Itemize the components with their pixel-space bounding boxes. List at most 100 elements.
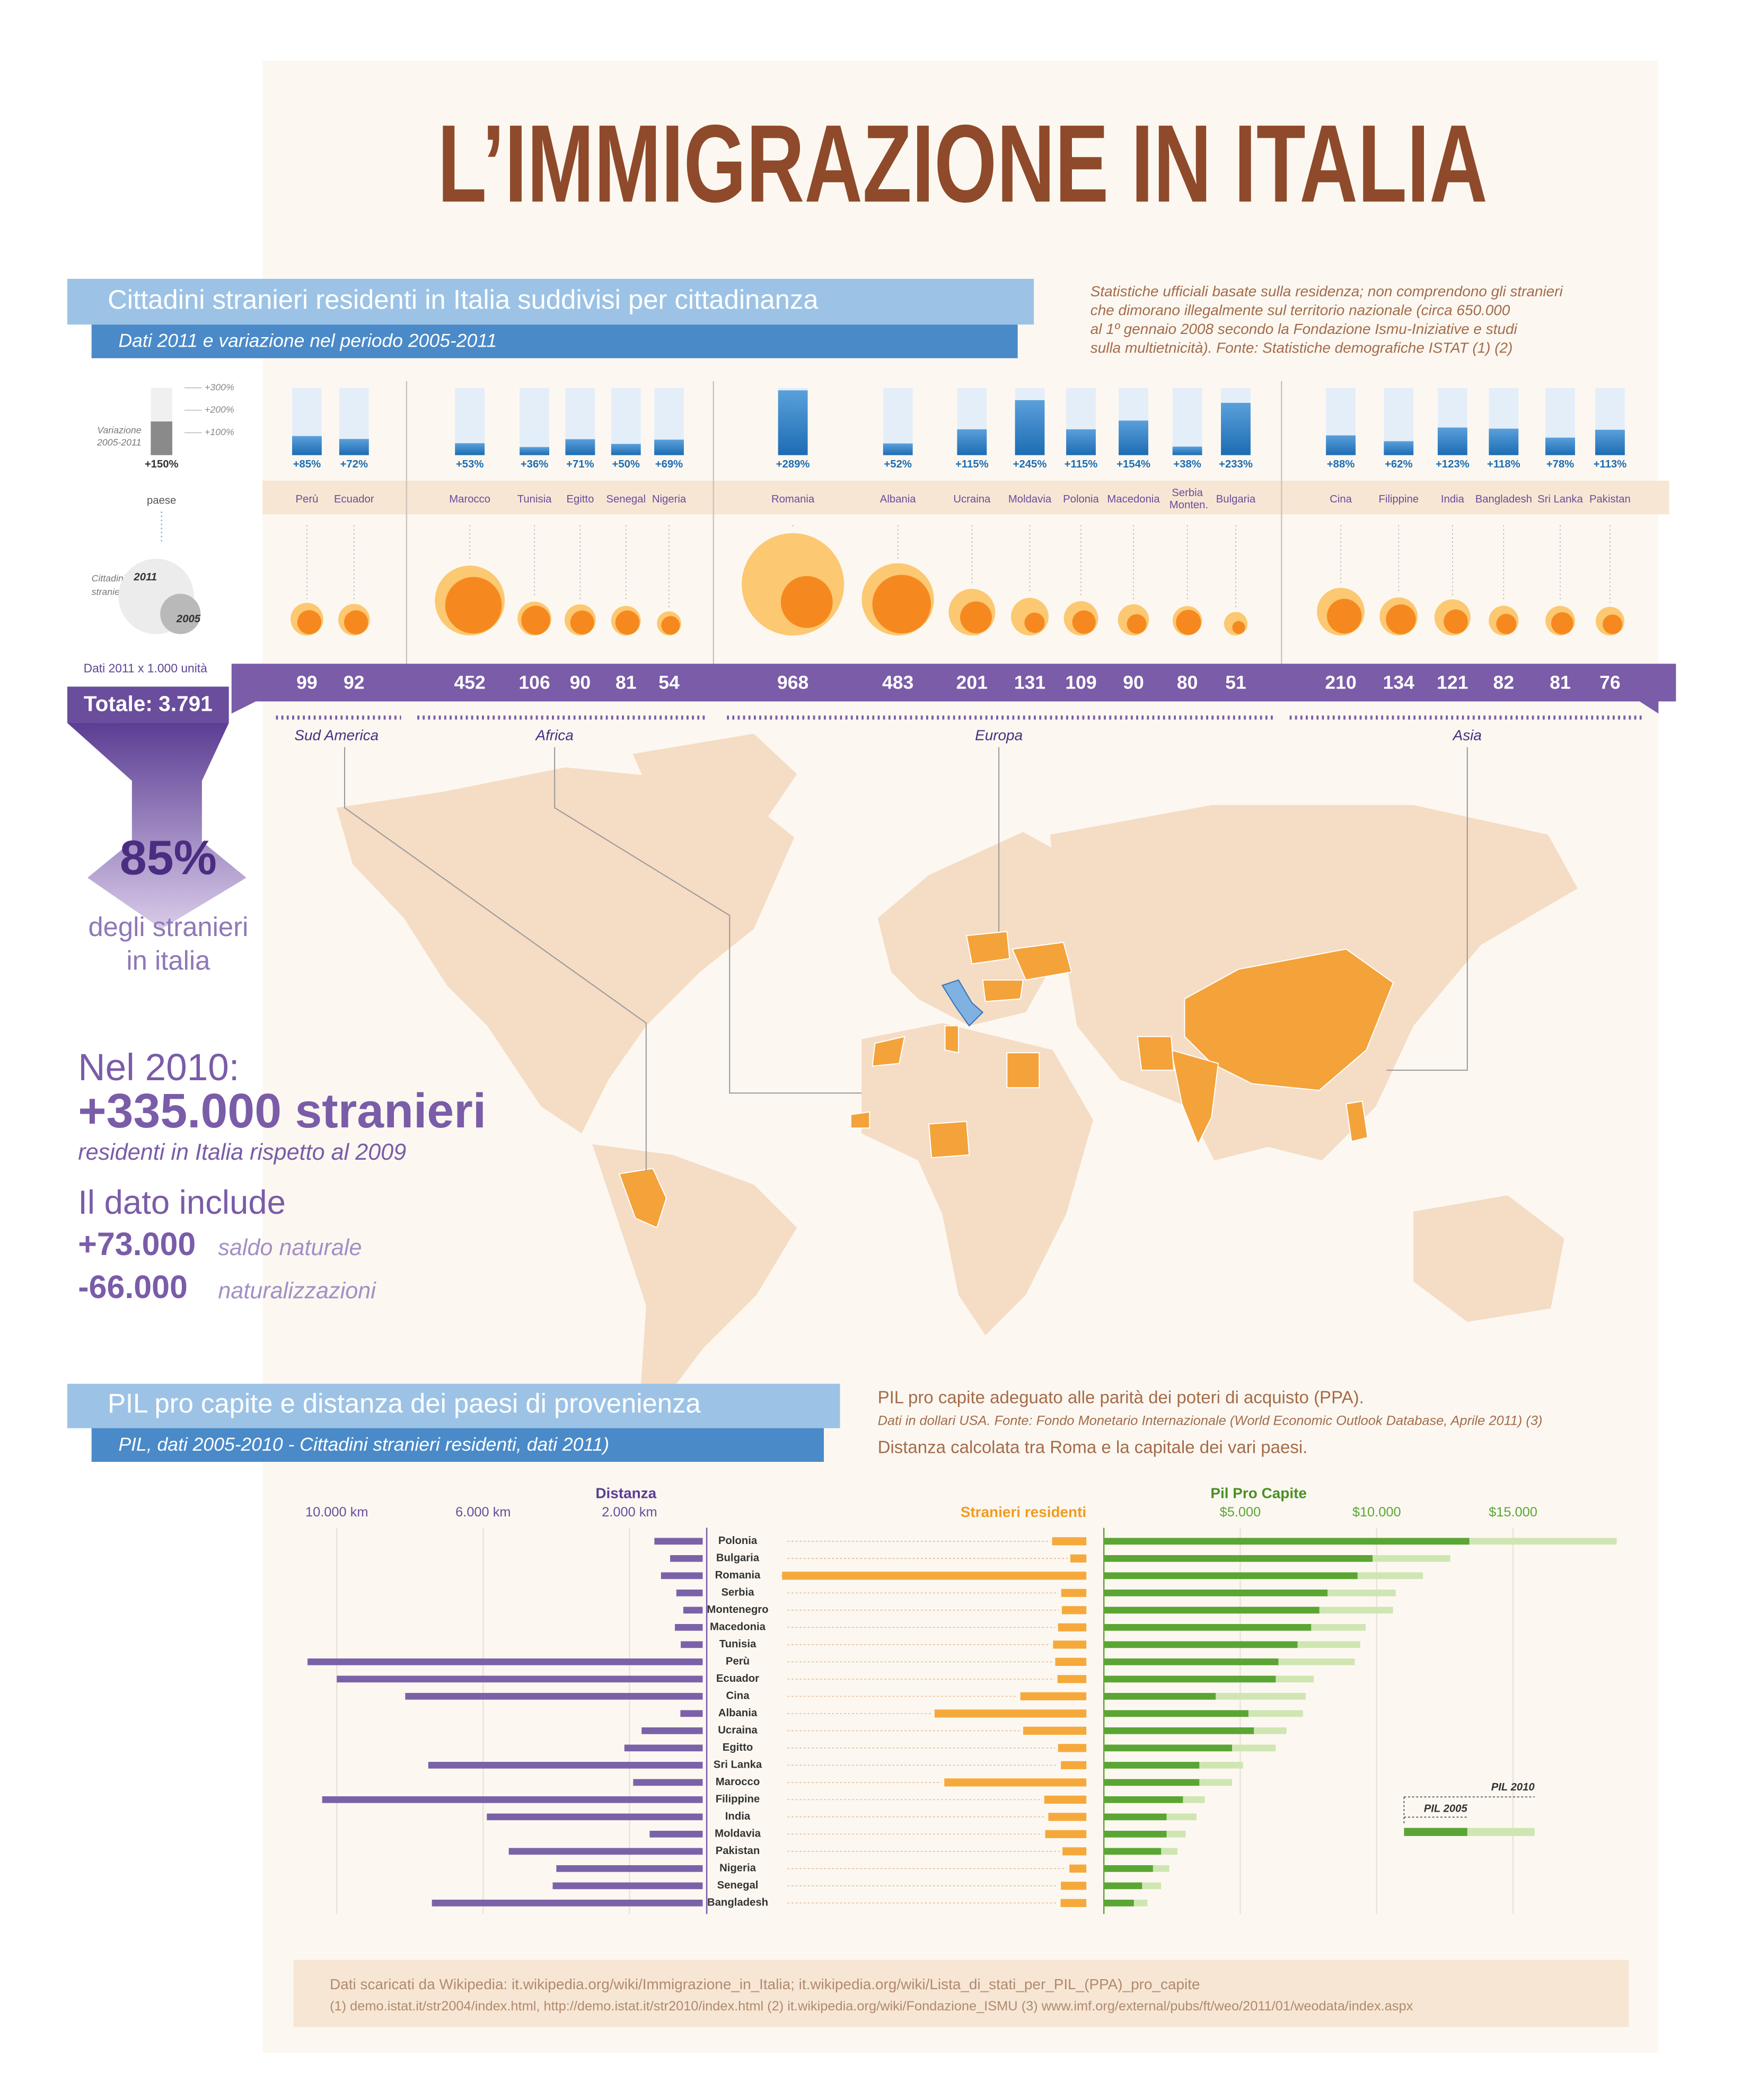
residents-2005 [1127, 614, 1147, 634]
residents-label: 90 [570, 672, 591, 693]
region-label: Asia [1452, 727, 1482, 744]
gdp-bar [1104, 1692, 1216, 1700]
residents-bar [782, 1572, 1087, 1580]
residents-label: 121 [1437, 672, 1468, 693]
section-subtitle: PIL, dati 2005-2010 - Cittadini stranier… [118, 1434, 609, 1455]
gdp-bar [1104, 1779, 1200, 1786]
country-label: Macedonia [710, 1621, 766, 1633]
residents-label: 54 [658, 672, 680, 693]
residents-2005 [1232, 621, 1245, 634]
distance-bar [322, 1796, 703, 1803]
legend-label: 2005-2011 [96, 437, 142, 447]
residents-bar [1061, 1589, 1087, 1597]
country-label: Bangladesh [707, 1897, 768, 1909]
bar [1221, 403, 1251, 455]
residents-bar [1058, 1744, 1087, 1752]
residents-bar [1055, 1657, 1087, 1666]
residents-label: 81 [615, 672, 637, 693]
country-label: Romania [771, 493, 815, 505]
x-tick-label: $5.000 [1220, 1505, 1261, 1520]
legend-label: 2005 [176, 613, 201, 625]
residents-2005 [1551, 612, 1573, 634]
country [928, 1120, 970, 1159]
residents-2005 [872, 575, 931, 634]
country-label: Sri Lanka [1537, 493, 1583, 505]
bar-label: +38% [1173, 458, 1201, 470]
axis-title: Pil Pro Capite [1210, 1485, 1307, 1501]
x-tick-label: 10.000 km [305, 1505, 368, 1520]
residents-label: 92 [344, 672, 365, 693]
note: Distanza calcolata tra Roma e la capital… [878, 1437, 1308, 1457]
country-label: Egitto [566, 493, 594, 505]
bar [1119, 420, 1148, 455]
distance-bar [680, 1710, 703, 1717]
note: Statistiche ufficiali basate sulla resid… [1091, 283, 1563, 299]
country-label: Filippine [716, 1794, 760, 1805]
share: 85% [120, 831, 217, 885]
residents-2005 [1496, 614, 1517, 634]
legend-label: PIL 2005 [1424, 1803, 1468, 1814]
stat-headline: +335.000 stranieri [78, 1084, 486, 1138]
residents-label: 81 [1550, 672, 1571, 693]
residents-bar [1044, 1795, 1087, 1804]
x-tick-label: $15.000 [1489, 1505, 1537, 1520]
distance-bar [624, 1744, 703, 1752]
x-tick-label: 6.000 km [455, 1505, 511, 1520]
country [1184, 948, 1394, 1091]
residents-2005 [1024, 612, 1045, 633]
axis-title: Stranieri residenti [961, 1504, 1086, 1520]
bar-label: +115% [1065, 458, 1098, 470]
country [944, 1025, 959, 1054]
legend-tick-label: +300% [205, 382, 234, 392]
continent [1413, 1195, 1564, 1322]
country-label: Albania [880, 493, 916, 505]
x-tick-label: $10.000 [1352, 1505, 1401, 1520]
distance-bar [432, 1900, 703, 1907]
country-label: Serbia [721, 1587, 754, 1599]
residents-2005 [521, 605, 550, 635]
gdp-bar [1104, 1796, 1183, 1803]
residents-label: 452 [454, 672, 486, 693]
share-text: in italia [126, 945, 210, 975]
gdp-bar [1104, 1900, 1134, 1907]
bar [292, 436, 322, 455]
note: Dati in dollari USA. Fonte: Fondo Moneta… [878, 1414, 1543, 1428]
legend-tick-label: +200% [205, 404, 234, 415]
distance-bar [556, 1865, 703, 1872]
distance-bar [307, 1658, 703, 1665]
bar-label: +154% [1116, 458, 1150, 470]
total-box [67, 686, 229, 723]
gdp-bar [1104, 1761, 1200, 1769]
bar-label: +123% [1436, 458, 1470, 470]
country [965, 931, 1072, 1002]
axis-title: Distanza [595, 1485, 656, 1501]
country-label: Perù [726, 1656, 750, 1667]
region-label: Sud America [294, 727, 379, 744]
gdp-bar [1104, 1831, 1167, 1838]
section-subheader [91, 324, 1018, 358]
region-label: Europa [975, 727, 1023, 744]
bar-label: +88% [1327, 458, 1355, 470]
residents-bar [1058, 1623, 1087, 1631]
distance-bar [428, 1761, 703, 1769]
funnel-arrow [67, 722, 247, 929]
country-label: Pakistan [716, 1845, 760, 1857]
country-label: Polonia [718, 1535, 758, 1547]
country-label: Tunisia [517, 493, 552, 505]
origin-countries [618, 931, 1394, 1229]
bar [455, 443, 485, 455]
bar-label: +115% [955, 458, 989, 470]
residents-bar [1020, 1692, 1087, 1700]
legend-label: 2011 [133, 571, 157, 583]
residents-label: 968 [777, 672, 808, 693]
section-title: Cittadini stranieri residenti in Italia … [108, 285, 819, 315]
gdp-bar [1104, 1813, 1167, 1821]
residents-2005 [1326, 598, 1362, 634]
residents-2005 [570, 610, 594, 634]
legend-tick-label: +100% [205, 427, 234, 437]
connector [344, 747, 647, 1171]
gdp-bar [1104, 1727, 1254, 1734]
residents-bar [1053, 1640, 1087, 1649]
residents-2005 [661, 616, 680, 635]
gdp-bar [1104, 1589, 1328, 1596]
